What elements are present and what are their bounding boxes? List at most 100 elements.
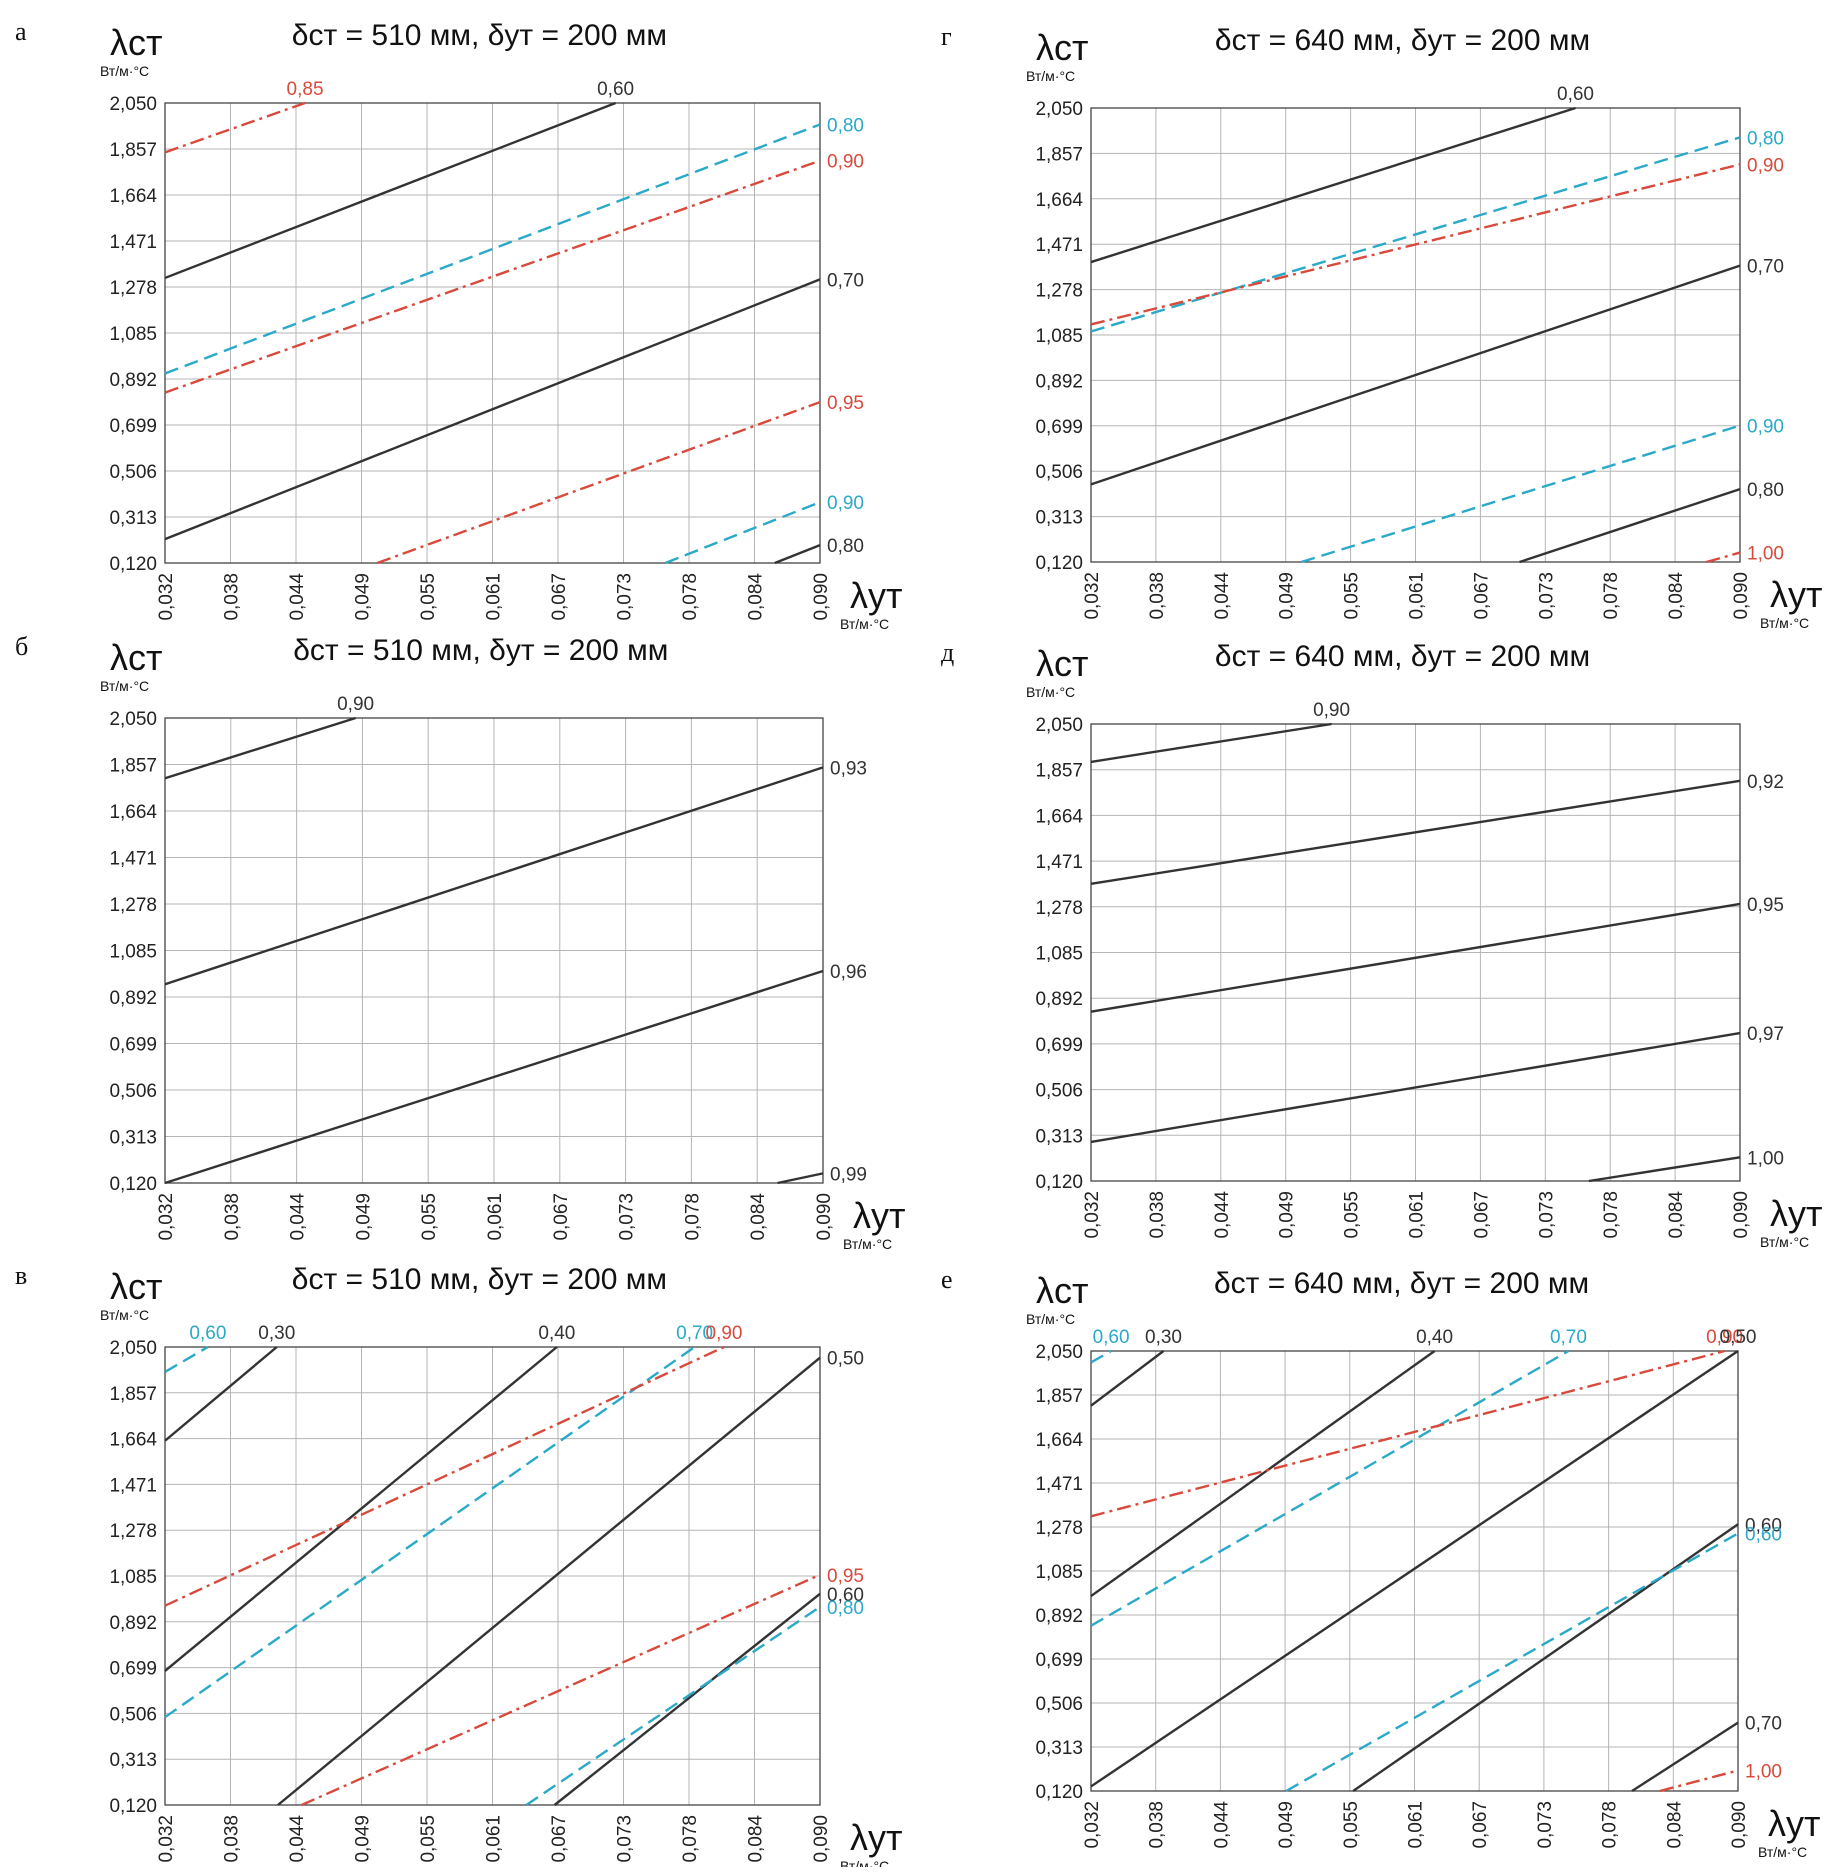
- x-tick-label: 0,061: [485, 1193, 506, 1241]
- y-axis-unit: Вт/м·°С: [100, 678, 149, 694]
- x-tick-label: 0,032: [1082, 572, 1103, 620]
- x-tick-label: 0,090: [811, 1815, 832, 1863]
- x-tick-label: 0,073: [1536, 1191, 1557, 1239]
- y-tick-label: 0,699: [109, 1659, 157, 1680]
- y-tick-label: 0,313: [1035, 508, 1083, 529]
- y-axis-label: λст: [1036, 1270, 1089, 1311]
- series-line: [1588, 1156, 1741, 1183]
- series-label: 0,90: [337, 694, 374, 715]
- series-line: [277, 1356, 821, 1806]
- series-label: 0,90: [706, 1323, 743, 1344]
- x-axis-label: λут: [853, 1195, 906, 1236]
- series-line: [164, 1345, 209, 1373]
- y-tick-label: 1,278: [109, 1521, 157, 1542]
- series-label: 0,70: [1550, 1327, 1587, 1348]
- series-line: [164, 101, 306, 154]
- series-label: 0,90: [1747, 417, 1784, 438]
- series-line: [1090, 1031, 1741, 1144]
- y-axis-label: λст: [110, 22, 163, 63]
- series-line: [525, 1605, 821, 1806]
- x-axis-unit: Вт/м·°С: [840, 1858, 889, 1867]
- x-tick-label: 0,073: [1536, 572, 1557, 620]
- series-label: 0,99: [830, 1164, 867, 1185]
- y-tick-label: 1,664: [109, 1430, 157, 1451]
- series-label: 0,70: [1745, 1714, 1782, 1735]
- series-line: [1659, 1769, 1739, 1793]
- series-label: 0,70: [1747, 257, 1784, 278]
- series-label: 0,70: [676, 1323, 713, 1344]
- y-tick-label: 0,506: [1035, 462, 1083, 483]
- series-line: [164, 101, 617, 280]
- y-tick-label: 0,699: [109, 416, 157, 437]
- y-tick-label: 1,471: [109, 1475, 157, 1496]
- series-line: [1090, 1349, 1570, 1627]
- series-line: [553, 1592, 821, 1806]
- panel-letter: а: [15, 17, 27, 46]
- x-tick-label: 0,044: [1211, 1801, 1232, 1849]
- panel-letter: б: [15, 632, 28, 661]
- x-tick-label: 0,044: [287, 573, 308, 621]
- y-tick-label: 0,892: [109, 1613, 157, 1634]
- y-tick-label: 0,892: [1035, 1606, 1083, 1627]
- y-tick-label: 1,664: [109, 186, 157, 207]
- x-tick-label: 0,073: [617, 1193, 638, 1241]
- series-line: [1301, 424, 1741, 564]
- y-tick-label: 0,120: [1035, 1172, 1083, 1193]
- y-tick-label: 1,857: [109, 140, 157, 161]
- x-tick-label: 0,038: [222, 573, 243, 621]
- series-line: [164, 969, 824, 1185]
- y-tick-label: 1,085: [1035, 1562, 1083, 1583]
- chart-panel-6: 0,120 0,313 0,506 0,699 0,892 1,085 1,278 1,471…: [941, 1265, 1821, 1860]
- series-label: 0,96: [830, 962, 867, 983]
- x-tick-label: 0,084: [746, 573, 767, 621]
- y-tick-label: 1,278: [109, 278, 157, 299]
- y-tick-label: 0,313: [109, 508, 157, 529]
- x-tick-label: 0,032: [1082, 1191, 1103, 1239]
- series-line: [164, 1345, 725, 1607]
- series-label: 0,80: [827, 536, 864, 557]
- plot-frame: [164, 1346, 821, 1806]
- y-axis-unit: Вт/м·°С: [1026, 68, 1075, 84]
- chart-title: δст = 510 мм, δут = 200 мм: [293, 634, 668, 667]
- series-line: [1285, 1532, 1739, 1793]
- series-label: 0,95: [827, 393, 864, 414]
- y-tick-label: 1,085: [109, 942, 157, 963]
- series-label: 0,80: [827, 1598, 864, 1619]
- plot-frame: [164, 102, 821, 564]
- y-tick-label: 0,699: [1035, 417, 1083, 438]
- series-label: 0,95: [1747, 895, 1784, 916]
- x-tick-label: 0,032: [1082, 1801, 1103, 1849]
- x-tick-label: 0,067: [549, 1815, 570, 1863]
- series-label: 0,93: [830, 758, 867, 779]
- series-label: 1,00: [1747, 544, 1784, 565]
- y-tick-label: 0,313: [109, 1750, 157, 1771]
- x-tick-label: 0,078: [680, 1815, 701, 1863]
- series-label: 0,90: [1313, 700, 1350, 721]
- series-label: 1,00: [1745, 1761, 1782, 1782]
- chart-title: δст = 640 мм, δут = 200 мм: [1214, 1267, 1589, 1300]
- series-label: 0,80: [1747, 128, 1784, 149]
- x-tick-label: 0,055: [1342, 1191, 1363, 1239]
- series-line: [1090, 779, 1741, 886]
- panel-letter: д: [941, 638, 954, 667]
- x-tick-label: 0,078: [1601, 1191, 1622, 1239]
- x-tick-label: 0,055: [1342, 572, 1363, 620]
- chart-title: δст = 510 мм, δут = 200 мм: [292, 1263, 667, 1296]
- y-tick-label: 1,085: [109, 324, 157, 345]
- y-tick-label: 1,278: [1035, 898, 1083, 919]
- x-tick-label: 0,061: [1406, 1801, 1427, 1849]
- x-tick-label: 0,049: [1277, 572, 1298, 620]
- series-label: 0,60: [1093, 1327, 1130, 1348]
- series-line: [164, 123, 821, 375]
- y-tick-label: 1,085: [109, 1567, 157, 1588]
- y-tick-label: 1,085: [1035, 944, 1083, 965]
- y-tick-label: 1,471: [1035, 852, 1083, 873]
- series-line: [777, 1172, 824, 1185]
- panel-letter: г: [941, 22, 952, 51]
- x-axis-unit: Вт/м·°С: [843, 1236, 892, 1252]
- chart-panel-3: 0,120 0,313 0,506 0,699 0,892 1,085 1,278 1,471…: [15, 1261, 903, 1872]
- x-axis-label: λут: [1768, 1803, 1821, 1844]
- series-line: [301, 1573, 821, 1807]
- y-tick-label: 0,506: [1035, 1694, 1083, 1715]
